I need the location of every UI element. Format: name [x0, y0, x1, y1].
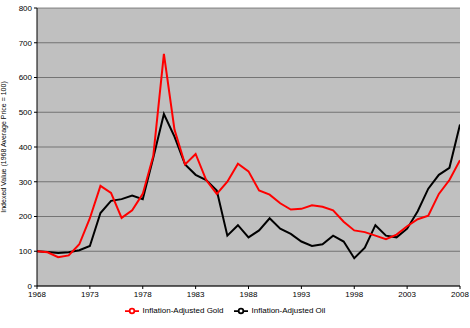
html-text:Inflation-Adjusted Gold: Inflation-Adjusted Gold [142, 306, 224, 316]
svg-text:1988: 1988 [240, 290, 258, 299]
svg-text:100: 100 [19, 247, 33, 256]
svg-text:1998: 1998 [345, 290, 363, 299]
svg-text:1983: 1983 [187, 290, 205, 299]
svg-text:2003: 2003 [398, 290, 416, 299]
html-text:Inflation-Adjusted Oil: Inflation-Adjusted Oil [251, 306, 326, 316]
svg-text:800: 800 [19, 4, 33, 13]
svg-text:300: 300 [19, 178, 33, 187]
svg-text:0: 0 [28, 282, 33, 291]
svg-text:1973: 1973 [81, 290, 99, 299]
svg-text:1978: 1978 [134, 290, 152, 299]
svg-text:400: 400 [19, 143, 33, 152]
svg-text:1993: 1993 [292, 290, 310, 299]
svg-text:200: 200 [19, 212, 33, 221]
svg-text:Indexed Value (1968 Average Pr: Indexed Value (1968 Average Price = 100) [8, 81, 9, 212]
svg-text:600: 600 [19, 73, 33, 82]
svg-text:1968: 1968 [28, 290, 46, 299]
svg-text:500: 500 [19, 108, 33, 117]
svg-text:2008: 2008 [451, 290, 462, 299]
svg-text:700: 700 [19, 39, 33, 48]
